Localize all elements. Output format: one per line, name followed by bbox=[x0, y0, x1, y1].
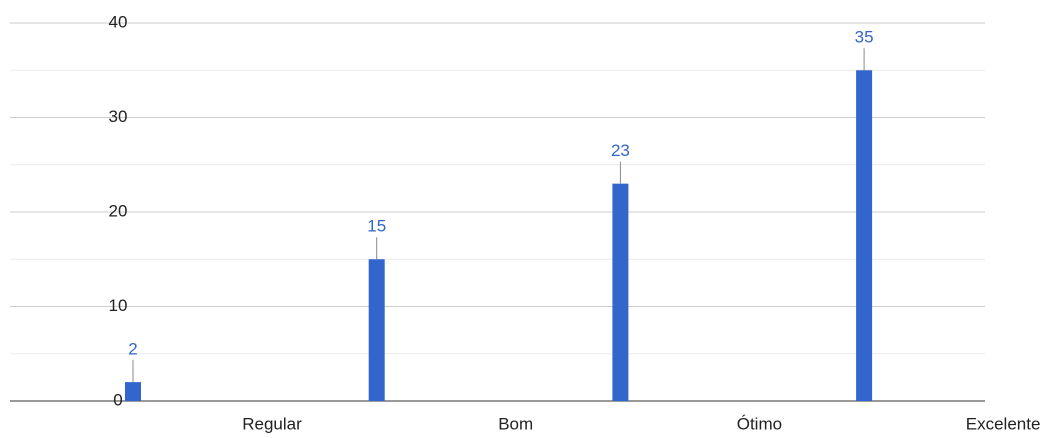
bar bbox=[125, 382, 141, 401]
data-label: 2 bbox=[128, 340, 137, 359]
y-tick-label: 0 bbox=[113, 390, 122, 409]
y-tick-label: 40 bbox=[109, 12, 128, 31]
y-tick-label: 10 bbox=[109, 296, 128, 315]
x-tick-label: Regular bbox=[242, 414, 302, 433]
x-tick-label: Bom bbox=[498, 414, 533, 433]
bar bbox=[856, 70, 873, 401]
x-tick-label: Excelente bbox=[966, 414, 1041, 433]
data-label: 35 bbox=[855, 28, 874, 47]
bar bbox=[612, 183, 629, 401]
y-tick-label: 30 bbox=[109, 107, 128, 126]
bar bbox=[368, 259, 385, 401]
data-label: 15 bbox=[367, 217, 386, 236]
x-tick-label: Ótimo bbox=[737, 414, 782, 433]
y-tick-label: 20 bbox=[109, 201, 128, 220]
data-label: 23 bbox=[611, 141, 630, 160]
